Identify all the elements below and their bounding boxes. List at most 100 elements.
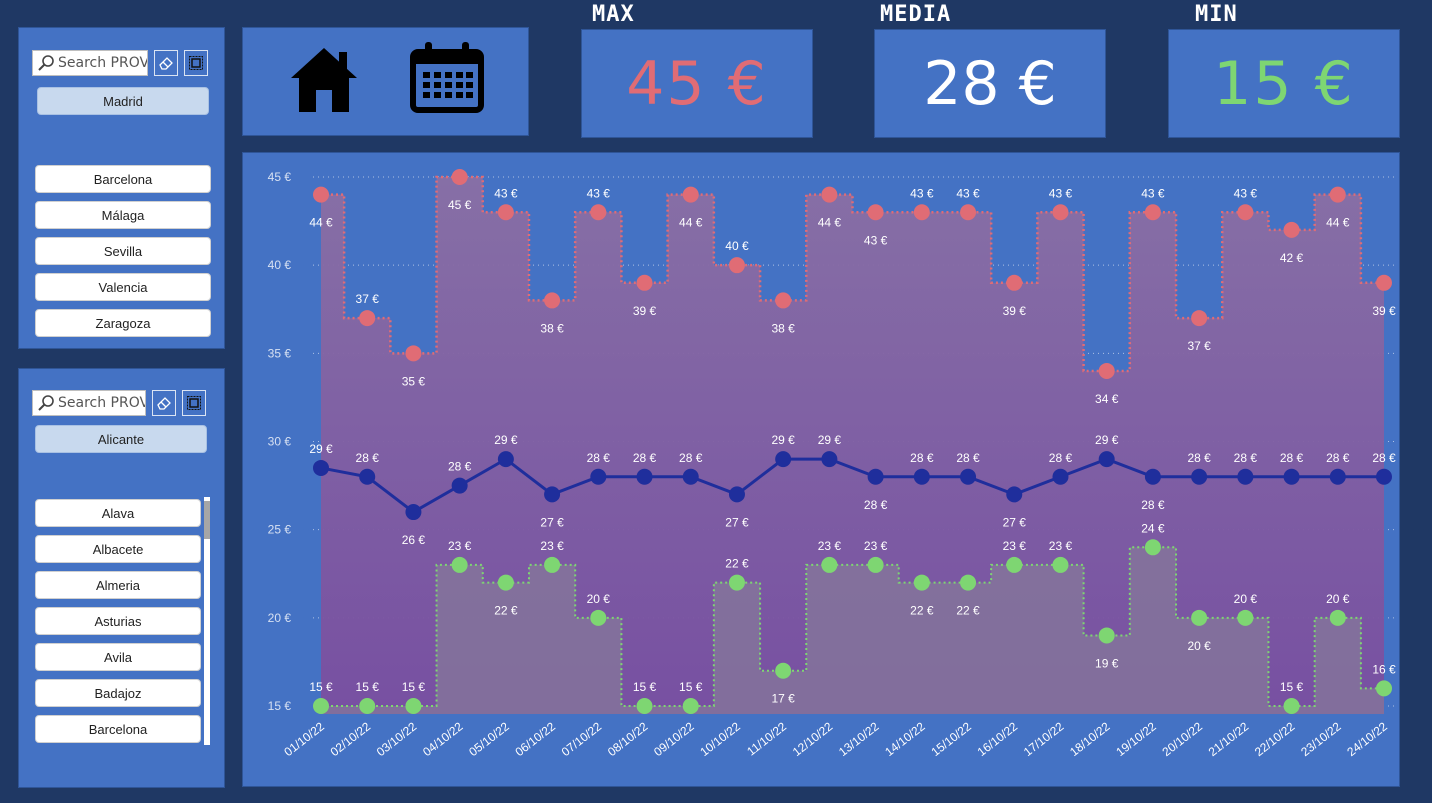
min-point bbox=[682, 698, 699, 714]
media-point bbox=[1006, 486, 1023, 503]
search-icon bbox=[38, 395, 54, 411]
max-point bbox=[405, 345, 422, 362]
province-item[interactable]: Zaragoza bbox=[35, 309, 211, 337]
max-point bbox=[1144, 204, 1161, 221]
eraser-button[interactable] bbox=[152, 390, 176, 416]
max-point bbox=[636, 274, 653, 291]
min-point bbox=[728, 574, 745, 591]
origin-selected-pill[interactable]: Alicante bbox=[35, 425, 207, 453]
origin-item[interactable]: Badajoz bbox=[35, 679, 201, 707]
y-tick-label: 20 € bbox=[268, 611, 292, 625]
price-line-chart: 15 € 20 € 25 € 30 € 35 € 40 € 45 € 44 € 37 € 35 €… bbox=[268, 169, 1396, 759]
min-point bbox=[313, 698, 329, 714]
nav-panel bbox=[242, 27, 529, 136]
max-point bbox=[913, 204, 930, 221]
max-point bbox=[1006, 274, 1023, 291]
min-point bbox=[913, 574, 930, 591]
media-data-label: 28 € bbox=[1280, 451, 1304, 465]
max-data-label: 43 € bbox=[1141, 186, 1165, 200]
min-data-label: 22 € bbox=[494, 604, 518, 618]
media-point bbox=[682, 468, 699, 485]
media-data-label: 29 € bbox=[494, 433, 518, 447]
x-tick-label: 12/10/22 bbox=[790, 719, 836, 759]
origin-list-scrollbar[interactable] bbox=[204, 497, 210, 745]
x-tick-label: 19/10/22 bbox=[1113, 719, 1159, 759]
media-data-label: 28 € bbox=[1141, 498, 1165, 512]
province-item[interactable]: Málaga bbox=[35, 201, 211, 229]
select-all-button[interactable] bbox=[184, 50, 208, 76]
media-data-label: 28 € bbox=[1049, 451, 1073, 465]
x-tick-label: 09/10/22 bbox=[651, 719, 697, 759]
x-tick-label: 07/10/22 bbox=[559, 719, 605, 759]
media-data-label: 28 € bbox=[910, 451, 934, 465]
province-item[interactable]: Barcelona bbox=[35, 165, 211, 193]
max-point bbox=[497, 204, 514, 221]
min-area bbox=[321, 547, 1384, 714]
media-data-label: 28 € bbox=[1234, 451, 1258, 465]
max-data-label: 44 € bbox=[818, 216, 842, 230]
min-point bbox=[821, 556, 838, 573]
min-data-label: 15 € bbox=[679, 680, 703, 694]
max-point bbox=[867, 204, 884, 221]
media-point bbox=[960, 468, 977, 485]
kpi-min-title: MIN bbox=[1195, 2, 1238, 27]
min-data-label: 17 € bbox=[771, 692, 795, 706]
min-data-label: 23 € bbox=[1003, 539, 1027, 553]
max-data-label: 38 € bbox=[540, 321, 564, 335]
select-all-button[interactable] bbox=[182, 390, 206, 416]
media-point bbox=[590, 468, 607, 485]
min-data-label: 23 € bbox=[540, 539, 564, 553]
max-point bbox=[1329, 186, 1346, 203]
media-point bbox=[1376, 468, 1392, 485]
eraser-button[interactable] bbox=[154, 50, 178, 76]
origin-item[interactable]: Alava bbox=[35, 499, 201, 527]
province-search-field[interactable] bbox=[58, 55, 147, 71]
select-all-icon bbox=[189, 56, 203, 70]
max-point bbox=[1052, 204, 1069, 221]
x-tick-label: 16/10/22 bbox=[975, 719, 1021, 759]
media-point bbox=[1329, 468, 1346, 485]
media-data-label: 28 € bbox=[864, 498, 888, 512]
province-item[interactable]: Sevilla bbox=[35, 237, 211, 265]
max-data-label: 37 € bbox=[356, 292, 380, 306]
province-selected-pill[interactable]: Madrid bbox=[37, 87, 209, 115]
media-data-label: 26 € bbox=[402, 533, 426, 547]
min-point bbox=[590, 609, 607, 626]
y-tick-label: 35 € bbox=[268, 346, 292, 360]
origin-search-field[interactable] bbox=[58, 395, 145, 411]
max-point bbox=[590, 204, 607, 221]
min-data-label: 22 € bbox=[910, 604, 934, 618]
media-data-label: 28 € bbox=[587, 451, 611, 465]
kpi-max-value: 45 € bbox=[626, 48, 768, 119]
origin-item[interactable]: Albacete bbox=[35, 535, 201, 563]
origin-search-input[interactable] bbox=[32, 390, 146, 416]
calendar-icon[interactable] bbox=[409, 40, 485, 114]
min-data-label: 15 € bbox=[633, 680, 657, 694]
province-search-input[interactable] bbox=[32, 50, 148, 76]
media-point bbox=[1052, 468, 1069, 485]
origin-item[interactable]: Almeria bbox=[35, 571, 201, 599]
origin-item[interactable]: Asturias bbox=[35, 607, 201, 635]
media-data-label: 29 € bbox=[309, 442, 333, 456]
min-point bbox=[1283, 698, 1300, 714]
origin-item[interactable]: Barcelona bbox=[35, 715, 201, 743]
max-data-label: 43 € bbox=[1049, 186, 1073, 200]
x-tick-label: 14/10/22 bbox=[882, 719, 928, 759]
media-data-label: 29 € bbox=[818, 433, 842, 447]
min-point bbox=[1191, 609, 1208, 626]
media-point bbox=[313, 459, 329, 476]
origin-slicer-panel: Alicante Alava Albacete Almeria Asturias… bbox=[18, 368, 225, 788]
max-data-label: 37 € bbox=[1187, 339, 1211, 353]
origin-item[interactable]: Avila bbox=[35, 643, 201, 671]
eraser-icon bbox=[157, 397, 171, 410]
max-point bbox=[960, 204, 977, 221]
max-data-label: 39 € bbox=[633, 304, 657, 318]
kpi-media-value: 28 € bbox=[923, 48, 1057, 119]
scroll-thumb[interactable] bbox=[204, 501, 210, 539]
eraser-icon bbox=[159, 57, 173, 70]
kpi-max-card: 45 € bbox=[581, 29, 813, 138]
home-icon[interactable] bbox=[287, 44, 361, 114]
media-data-label: 29 € bbox=[771, 433, 795, 447]
province-item[interactable]: Valencia bbox=[35, 273, 211, 301]
media-point bbox=[451, 477, 468, 494]
